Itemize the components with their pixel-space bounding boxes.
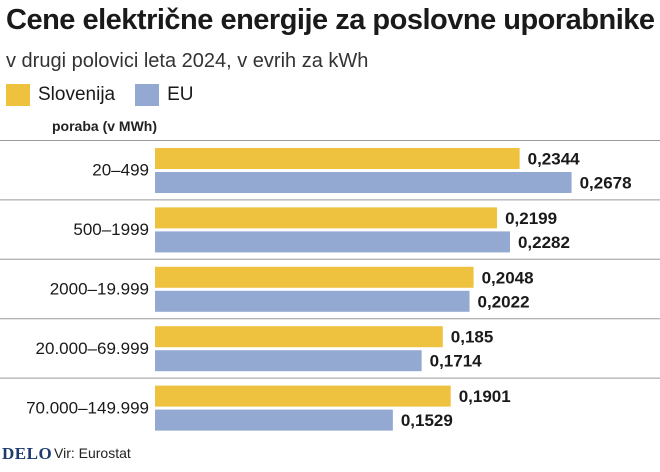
bar-slovenija bbox=[155, 385, 451, 407]
category-label: 20.000–69.999 bbox=[36, 339, 149, 358]
data-label: 0,2048 bbox=[482, 268, 534, 287]
chart-subtitle: v drugi polovici leta 2024, v evrih za k… bbox=[6, 50, 369, 72]
axis-title: poraba (v MWh) bbox=[52, 118, 157, 134]
bar-eu bbox=[155, 290, 470, 312]
legend-item-slovenija: Slovenija bbox=[6, 84, 115, 106]
data-label: 0,2282 bbox=[518, 233, 570, 252]
legend-swatch-slovenija bbox=[6, 84, 30, 106]
delo-logo: DELO bbox=[2, 444, 53, 463]
bar-eu bbox=[155, 231, 510, 253]
bar-eu bbox=[155, 409, 393, 431]
data-label: 0,2199 bbox=[505, 209, 557, 228]
bar-eu bbox=[155, 172, 572, 193]
legend: Slovenija EU bbox=[6, 84, 214, 106]
chart-title: Cene električne energije za poslovne upo… bbox=[6, 4, 655, 36]
data-label: 0,2022 bbox=[478, 292, 530, 311]
category-label: 2000–19.999 bbox=[50, 280, 149, 299]
legend-label-slovenija: Slovenija bbox=[38, 84, 116, 105]
legend-swatch-eu bbox=[135, 84, 160, 106]
data-label: 0,1901 bbox=[459, 387, 511, 406]
legend-label-eu: EU bbox=[167, 84, 194, 105]
bar-slovenija bbox=[155, 326, 443, 348]
source-note: Vir: Eurostat bbox=[54, 445, 131, 461]
data-label: 0,2678 bbox=[580, 174, 632, 193]
bar-slovenija bbox=[155, 266, 474, 288]
legend-item-eu: EU bbox=[135, 84, 194, 106]
data-label: 0,1529 bbox=[401, 411, 453, 430]
data-label: 0,2344 bbox=[528, 150, 581, 169]
category-label: 20–499 bbox=[92, 161, 149, 180]
footer: DELO Vir: Eurostat bbox=[0, 436, 660, 472]
bar-slovenija bbox=[155, 207, 498, 229]
category-label: 500–1999 bbox=[73, 220, 149, 239]
data-label: 0,185 bbox=[451, 328, 494, 347]
data-label: 0,1714 bbox=[430, 352, 483, 371]
bar-eu bbox=[155, 350, 422, 372]
category-label: 70.000–149.999 bbox=[26, 398, 149, 417]
bar-slovenija bbox=[155, 148, 520, 169]
bar-chart: 20–499 0,2344 0,2678 500–1999 0,2199 0,2282 20… bbox=[0, 140, 660, 431]
